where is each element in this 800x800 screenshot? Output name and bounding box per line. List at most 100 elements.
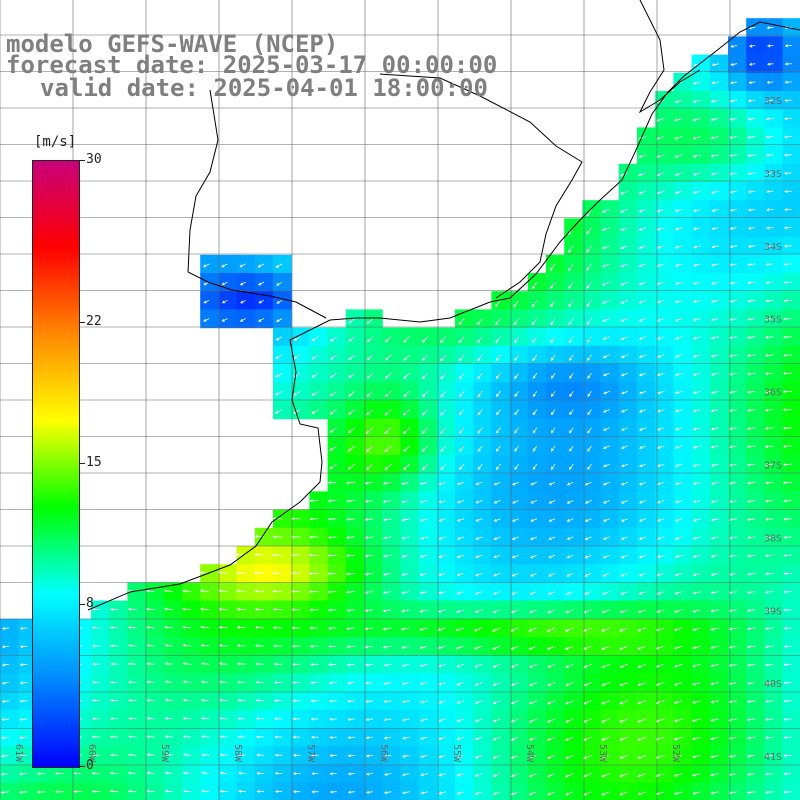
longitude-labels: 61W 60W 59W 58W 57W 56W 55W 54W 53W 52W (13, 744, 681, 763)
wind-cell (564, 691, 583, 711)
wind-arrow (675, 245, 683, 249)
wind-arrow-head (655, 646, 659, 650)
wind-arrow-head (710, 591, 715, 595)
wind-arrow-head (73, 771, 77, 776)
wind-arrow-head (438, 555, 442, 558)
wind-arrow (783, 518, 792, 520)
wind-arrow (477, 463, 483, 470)
wind-cell (564, 600, 583, 620)
wind-arrow-head (546, 628, 550, 632)
wind-arrow-head (293, 392, 297, 396)
wind-cell (309, 546, 329, 565)
wind-arrow-head (586, 285, 590, 289)
wind-arrow (765, 682, 774, 684)
wind-arrow-head (783, 735, 787, 740)
wind-cell (746, 127, 765, 147)
wind-cell (673, 182, 693, 201)
wind-arrow (201, 644, 210, 647)
wind-arrow-head (764, 463, 769, 467)
wind-arrow-head (238, 789, 242, 793)
wind-arrow (784, 627, 792, 629)
wind-arrow (602, 609, 610, 613)
wind-arrow-head (18, 772, 23, 776)
wind-arrow-head (474, 610, 478, 614)
wind-arrow-head (783, 626, 787, 630)
wind-arrow-head (1, 626, 6, 630)
wind-arrow (438, 682, 447, 685)
wind-arrow-head (145, 589, 150, 593)
wind-arrow (440, 372, 447, 379)
wind-arrow (729, 736, 738, 739)
wind-arrow-head (146, 644, 150, 648)
wind-arrow (477, 427, 483, 434)
wind-arrow (601, 791, 610, 796)
wind-arrow-head (146, 716, 150, 720)
wind-arrow (693, 172, 701, 176)
wind-arrow-head (691, 700, 696, 704)
wind-arrow (532, 427, 538, 434)
wind-arrow (183, 754, 192, 756)
wind-arrow (601, 718, 610, 723)
wind-cell (455, 382, 474, 401)
wind-cell (618, 273, 638, 292)
wind-arrow (675, 554, 683, 558)
wind-arrow-head (365, 430, 370, 434)
wind-arrow-head (493, 518, 497, 522)
wind-arrow-head (365, 736, 369, 740)
wind-arrow-head (365, 754, 370, 758)
wind-cell (618, 673, 638, 693)
wind-arrow (547, 627, 556, 632)
wind-arrow-head (164, 607, 168, 611)
wind-cell (618, 400, 638, 420)
wind-arrow-head (475, 537, 479, 540)
wind-cell (728, 36, 747, 56)
wind-arrow (220, 717, 228, 720)
wind-arrow (438, 718, 447, 722)
wind-cell (637, 200, 656, 219)
wind-cell (564, 382, 583, 401)
wind-cell (618, 309, 638, 329)
wind-arrow (730, 190, 738, 193)
wind-arrow-head (620, 573, 624, 577)
wind-arrow-head (531, 286, 535, 290)
wind-cell (764, 546, 784, 565)
wind-cell (600, 746, 620, 765)
wind-arrow (766, 99, 774, 102)
wind-arrow (674, 117, 683, 121)
wind-arrow-head (638, 300, 642, 304)
wind-arrow-head (19, 644, 24, 649)
wind-arrow (638, 172, 647, 176)
wind-arrow-head (746, 481, 751, 485)
wind-arrow (766, 154, 774, 156)
wind-arrow (711, 336, 719, 339)
wind-cell (637, 582, 656, 602)
wind-arrow (529, 700, 538, 705)
wind-cell (582, 400, 602, 420)
wind-arrow (621, 354, 629, 358)
wind-arrow-head (657, 373, 661, 377)
wind-cell (273, 728, 292, 747)
wind-arrow-head (657, 391, 661, 395)
wind-arrow (128, 790, 137, 793)
wind-cell (764, 527, 784, 547)
wind-arrow (656, 663, 665, 668)
wind-arrow (747, 591, 756, 593)
wind-arrow-head (495, 430, 499, 434)
wind-cell (709, 473, 729, 492)
wind-arrow-head (401, 591, 405, 595)
wind-arrow (766, 245, 774, 247)
wind-cell (309, 582, 329, 602)
wind-arrow (587, 372, 592, 379)
wind-arrow (383, 609, 392, 612)
wind-cell (637, 182, 656, 201)
wind-cell (582, 327, 602, 347)
wind-arrow-head (109, 771, 114, 775)
wind-arrow-head (746, 608, 751, 613)
wind-arrow-head (237, 662, 241, 666)
wind-arrow-head (529, 573, 534, 577)
wind-cell (564, 400, 583, 420)
wind-arrow-head (765, 590, 769, 594)
wind-arrow (693, 154, 701, 158)
wind-arrow-head (657, 427, 661, 431)
wind-cell (182, 655, 201, 674)
